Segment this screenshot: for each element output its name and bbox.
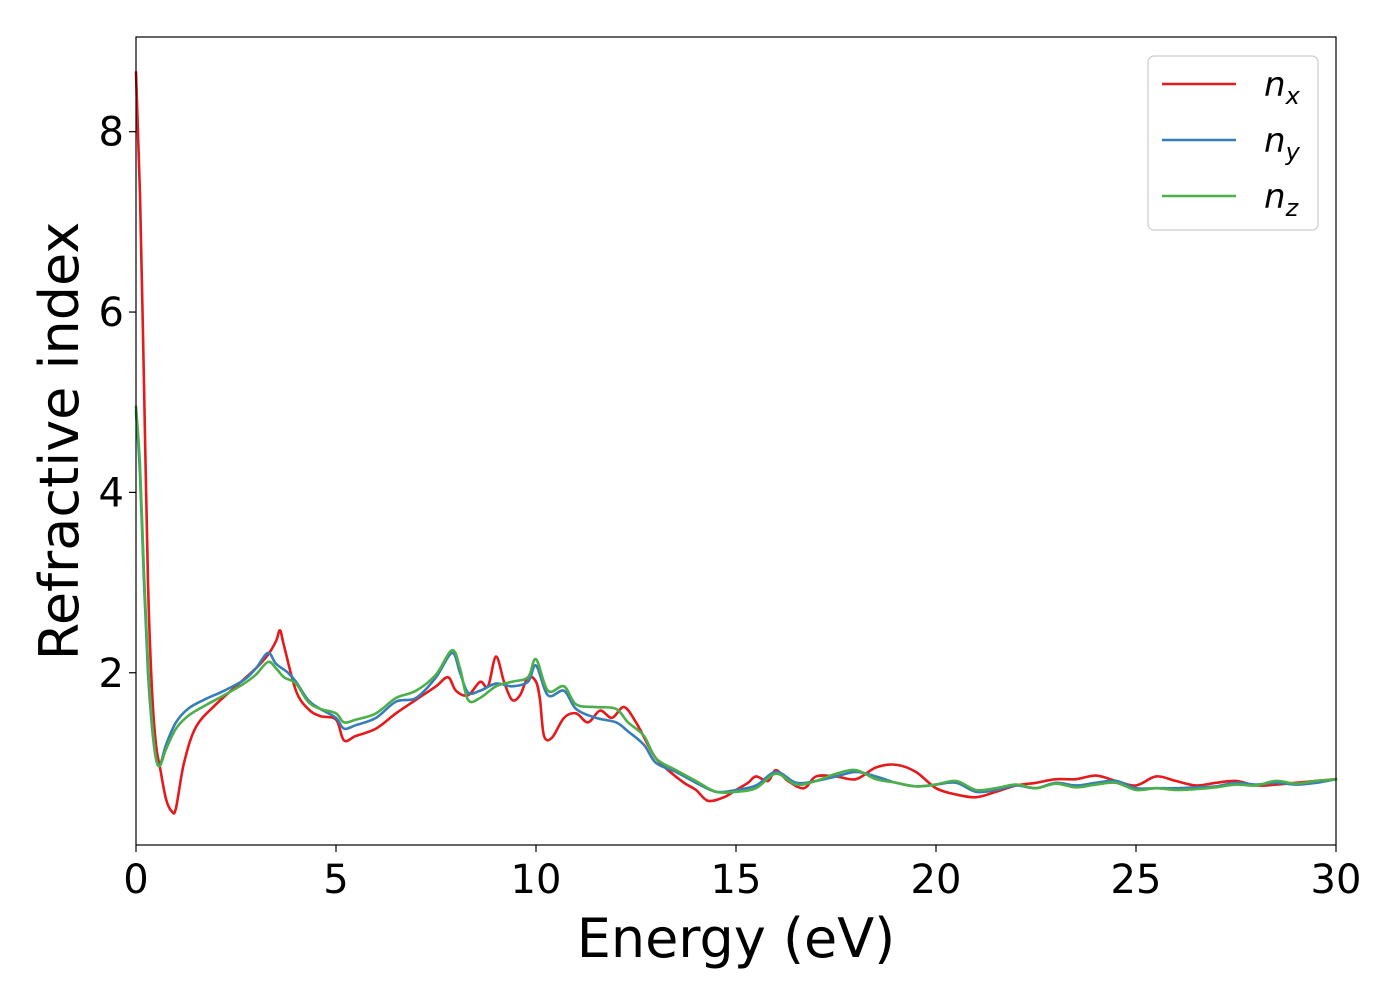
legend-label-ny: ny	[1264, 121, 1301, 166]
x-tick-label: 30	[1311, 857, 1362, 903]
series-line-ny	[134, 409, 1338, 794]
x-tick-label: 5	[323, 857, 348, 903]
x-tick-label: 10	[511, 857, 562, 903]
legend: nx ny nz	[1147, 55, 1319, 231]
y-axis-label: Refractive index	[28, 222, 91, 661]
legend-label-nx: nx	[1264, 65, 1301, 110]
y-tick-label: 8	[99, 110, 124, 156]
y-axis-ticks: 2 4 6 8	[99, 110, 136, 697]
y-tick-label: 6	[99, 290, 124, 336]
y-tick-label: 4	[99, 470, 124, 516]
x-tick-label: 20	[911, 857, 962, 903]
legend-label-nz: nz	[1264, 177, 1300, 222]
x-tick-label: 0	[123, 857, 148, 903]
x-tick-label: 25	[1111, 857, 1162, 903]
y-tick-label: 2	[99, 651, 124, 697]
series-line-nz	[134, 405, 1338, 795]
legend-items: nx ny nz	[1162, 65, 1301, 222]
x-axis-label: Energy (eV)	[577, 907, 896, 970]
x-tick-label: 15	[711, 857, 762, 903]
legend-box	[1147, 55, 1319, 231]
x-axis-ticks: 0 5 10 15 20 25 30	[123, 845, 1361, 903]
plot-series-group	[134, 70, 1338, 815]
